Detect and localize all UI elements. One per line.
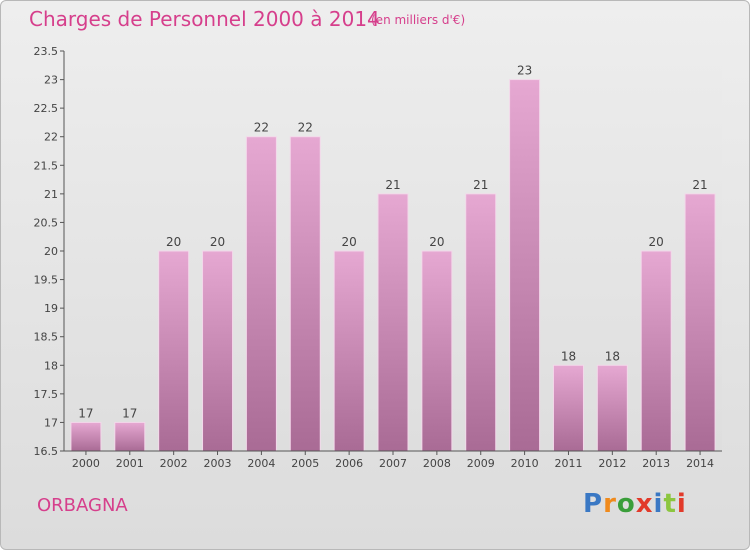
y-tick-label: 16.5 xyxy=(34,445,59,458)
y-tick-label: 19.5 xyxy=(34,274,59,287)
logo-letter: o xyxy=(616,489,636,519)
x-tick-label: 2001 xyxy=(116,457,144,470)
logo-letter: x xyxy=(635,489,654,519)
x-tick-label: 2010 xyxy=(511,457,539,470)
x-tick-label: 2013 xyxy=(642,457,670,470)
data-label: 17 xyxy=(78,406,93,420)
bars-group: 17 17 20 20 22 22 20 21 20 21 23 18 18 20 21 xyxy=(70,64,716,452)
x-tick-label: 2005 xyxy=(291,457,319,470)
y-tick-label: 18.5 xyxy=(34,331,59,344)
proxiti-logo: Proxiti xyxy=(583,489,687,519)
logo-letter: t xyxy=(663,489,677,519)
bar-2005 xyxy=(289,136,321,452)
logo-letter: r xyxy=(603,489,617,519)
y-tick-label: 19 xyxy=(44,302,58,315)
y-tick-label: 22 xyxy=(44,131,58,144)
x-tick-label: 2007 xyxy=(379,457,407,470)
data-label: 20 xyxy=(341,235,356,249)
y-tick-label: 17 xyxy=(44,416,58,429)
x-tick-label: 2006 xyxy=(335,457,363,470)
x-tick-label: 2012 xyxy=(598,457,626,470)
bar-2003 xyxy=(202,250,234,452)
x-tick-label: 2003 xyxy=(204,457,232,470)
data-label: 18 xyxy=(605,349,620,363)
bar-2007 xyxy=(377,193,409,452)
bar-2002 xyxy=(158,250,190,452)
data-label: 20 xyxy=(649,235,664,249)
data-label: 21 xyxy=(473,178,488,192)
bar-2006 xyxy=(333,250,365,452)
x-tick-label: 2004 xyxy=(247,457,275,470)
y-tick-label: 18 xyxy=(44,359,58,372)
data-label: 22 xyxy=(298,121,313,135)
bar-2000 xyxy=(70,421,102,452)
x-tick-label: 2011 xyxy=(554,457,582,470)
y-tick-label: 23 xyxy=(44,74,58,87)
x-tick-label: 2000 xyxy=(72,457,100,470)
data-label: 20 xyxy=(166,235,181,249)
chart-unit-note: (en milliers d'€) xyxy=(371,13,466,27)
bar-2012 xyxy=(596,364,628,452)
y-tick-label: 22.5 xyxy=(34,102,59,115)
y-tick-label: 20.5 xyxy=(34,216,59,229)
y-tick-label: 23.5 xyxy=(34,45,59,58)
y-tick-label: 20 xyxy=(44,245,58,258)
y-tick-label: 21 xyxy=(44,188,58,201)
data-label: 23 xyxy=(517,64,532,78)
data-label: 18 xyxy=(561,349,576,363)
bar-2009 xyxy=(465,193,497,452)
y-tick-label: 17.5 xyxy=(34,388,59,401)
logo-letter: i xyxy=(653,489,664,519)
bar-2013 xyxy=(640,250,672,452)
y-tick-label: 21.5 xyxy=(34,159,59,172)
data-label: 17 xyxy=(122,406,137,420)
logo-letter: P xyxy=(583,489,604,519)
bar-2011 xyxy=(552,364,584,452)
bar-2008 xyxy=(421,250,453,452)
bar-2004 xyxy=(245,136,277,452)
data-label: 20 xyxy=(429,235,444,249)
bar-2001 xyxy=(114,421,146,452)
commune-name: ORBAGNA xyxy=(37,495,128,516)
data-label: 20 xyxy=(210,235,225,249)
x-tick-label: 2009 xyxy=(467,457,495,470)
x-tick-label: 2014 xyxy=(686,457,714,470)
x-tick-label: 2008 xyxy=(423,457,451,470)
x-tick-label: 2002 xyxy=(160,457,188,470)
data-label: 22 xyxy=(254,121,269,135)
chart-title: Charges de Personnel 2000 à 2014 xyxy=(29,7,380,31)
bar-2010 xyxy=(509,79,541,452)
bar-2014 xyxy=(684,193,716,452)
data-label: 21 xyxy=(385,178,400,192)
logo-letter: i xyxy=(676,489,687,519)
axes-group: 2000 2001 2002 2003 2004 2005 2006 2007 2008 2009… xyxy=(34,45,722,470)
data-label: 21 xyxy=(692,178,707,192)
